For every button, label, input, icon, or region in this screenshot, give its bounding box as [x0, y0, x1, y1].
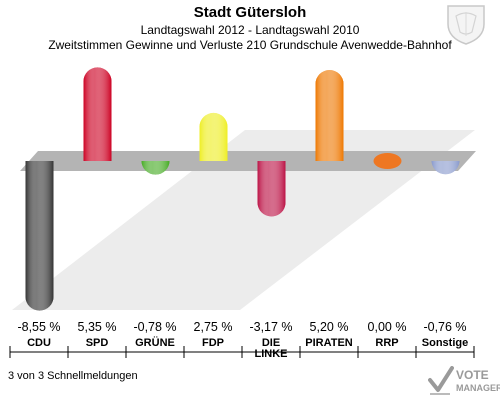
value-label: 2,75 %: [193, 320, 233, 334]
category-label-line: RRP: [375, 337, 399, 349]
category-label: RRP: [358, 338, 416, 349]
bar-cdu: [25, 161, 54, 311]
footer-text: 3 von 3 Schnellmeldungen: [8, 370, 138, 382]
coat-of-arms-icon: [447, 5, 485, 45]
category-label: Sonstige: [416, 338, 474, 349]
bar-fdp: [199, 112, 228, 161]
category-label: FDP: [184, 338, 242, 349]
floor-shadow: [12, 130, 475, 310]
logo-line-1: VOTE: [456, 368, 489, 382]
baseline-band: [20, 151, 476, 171]
value-label: -3,17 %: [249, 320, 293, 334]
bar-die-linke: [257, 161, 286, 217]
bar-spd: [83, 67, 112, 161]
value-label: 5,20 %: [309, 320, 349, 334]
checkmark-icon: [428, 366, 454, 395]
category-label-line: Sonstige: [421, 337, 469, 349]
category-label-line: SPD: [85, 337, 109, 349]
bar-sonstige: [431, 160, 460, 175]
category-label: GRÜNE: [126, 338, 184, 349]
category-label-line: PIRATEN: [305, 337, 353, 349]
category-label: PIRATEN: [300, 338, 358, 349]
category-label: SPD: [68, 338, 126, 349]
logo-line-2: MANAGER: [456, 383, 500, 393]
category-label-line: FDP: [202, 337, 224, 349]
category-label: CDU: [10, 338, 68, 349]
bar-piraten: [315, 70, 344, 161]
chart-subtitle: Landtagswahl 2012 - Landtagswahl 2010: [140, 23, 360, 37]
value-label: 0,00 %: [367, 320, 407, 334]
bar-grüne: [141, 160, 170, 175]
category-label: DIE LINKE: [242, 338, 300, 360]
category-label-line: DIE: [261, 337, 281, 349]
chart-description: Zweitstimmen Gewinne und Verluste 210 Gr…: [48, 38, 452, 52]
value-label: 5,35 %: [77, 320, 117, 334]
value-label: -0,76 %: [423, 320, 467, 334]
value-label: -8,55 %: [17, 320, 61, 334]
value-label: -0,78 %: [133, 320, 177, 334]
category-ticks: [9, 346, 475, 358]
bar-rrp: [373, 153, 402, 169]
category-label-line: GRÜNE: [135, 337, 175, 349]
chart-title: Stadt Gütersloh: [193, 4, 307, 21]
vote-manager-logo: VOTE MANAGER: [428, 364, 500, 400]
category-label-line: CDU: [27, 337, 51, 349]
category-label-line: LINKE: [254, 348, 288, 360]
